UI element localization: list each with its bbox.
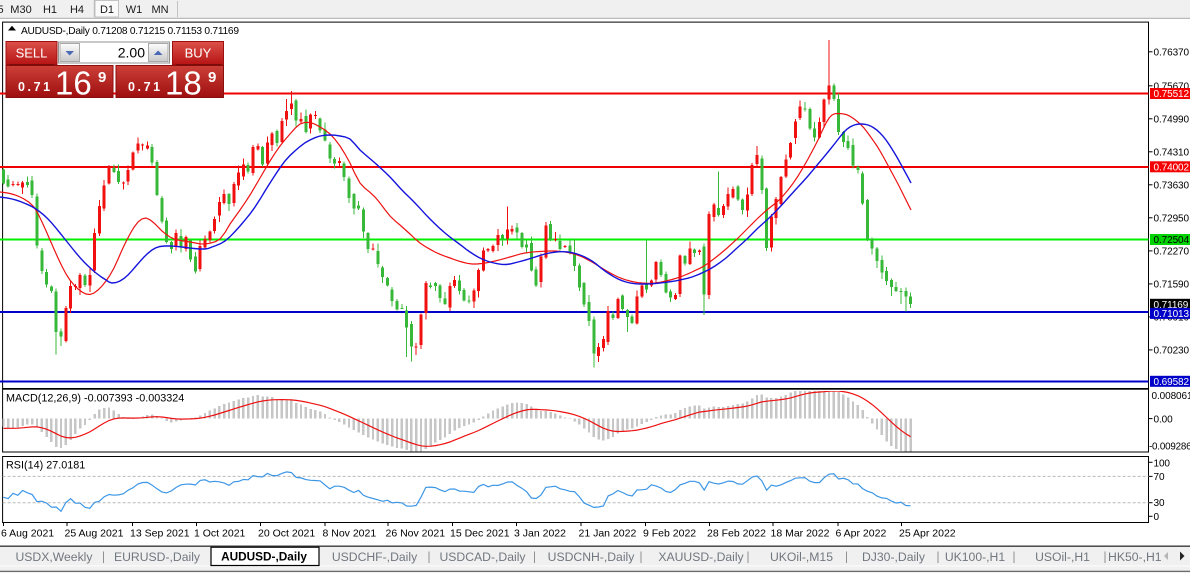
svg-text:9 Feb 2022: 9 Feb 2022 [643, 528, 696, 540]
svg-text:0.74310: 0.74310 [1154, 147, 1190, 158]
svg-text:BUY: BUY [185, 46, 212, 61]
svg-text:|: | [102, 552, 105, 564]
svg-text:0.76370: 0.76370 [1154, 47, 1190, 58]
svg-text:USDX,Weekly: USDX,Weekly [16, 550, 94, 564]
svg-text:0.69582: 0.69582 [1154, 377, 1190, 388]
svg-text:3 Jan 2022: 3 Jan 2022 [514, 528, 566, 540]
svg-text:0.71590: 0.71590 [1154, 279, 1190, 290]
svg-text:6 Apr 2022: 6 Apr 2022 [836, 528, 887, 540]
svg-text:D1: D1 [100, 4, 114, 16]
svg-text:|: | [640, 552, 643, 564]
svg-text:30: 30 [1154, 498, 1165, 509]
svg-text:RSI(14) 27.0181: RSI(14) 27.0181 [6, 460, 85, 472]
svg-text:0.75512: 0.75512 [1154, 89, 1190, 100]
svg-text:70: 70 [1154, 472, 1165, 483]
svg-text:0.74990: 0.74990 [1154, 114, 1190, 125]
svg-text:USDCNH-,Daily: USDCNH-,Daily [548, 550, 636, 564]
svg-text:16: 16 [55, 65, 92, 102]
svg-text:|: | [428, 552, 431, 564]
svg-text:20 Oct 2021: 20 Oct 2021 [258, 528, 315, 540]
svg-text:|: | [1013, 552, 1016, 564]
svg-text:0.72270: 0.72270 [1154, 246, 1190, 257]
svg-text:18 Mar 2022: 18 Mar 2022 [771, 528, 830, 540]
svg-text:0.71: 0.71 [18, 80, 53, 94]
svg-text:USDCAD-,Daily: USDCAD-,Daily [440, 550, 527, 564]
svg-text:H1: H1 [43, 4, 57, 16]
svg-text:0.75670: 0.75670 [1154, 81, 1190, 92]
svg-text:100: 100 [1154, 459, 1171, 470]
svg-text:MACD(12,26,9) -0.007393 -0.003: MACD(12,26,9) -0.007393 -0.003324 [6, 393, 184, 405]
svg-text:2.00: 2.00 [118, 45, 145, 61]
svg-text:1 Oct 2021: 1 Oct 2021 [194, 528, 246, 540]
svg-text:0.70230: 0.70230 [1154, 345, 1190, 356]
svg-text:|: | [533, 552, 536, 564]
svg-text:0.71013: 0.71013 [1154, 309, 1190, 320]
svg-text:0.74002: 0.74002 [1154, 162, 1190, 173]
svg-text:AUDUSD-,Daily: AUDUSD-,Daily [221, 550, 307, 564]
svg-text:AUDUSD-,Daily 0.71208 0.71215: AUDUSD-,Daily 0.71208 0.71215 0.71153 0.… [21, 26, 239, 37]
svg-text:25 Aug 2021: 25 Aug 2021 [65, 528, 124, 540]
svg-text:13 Sep 2021: 13 Sep 2021 [130, 528, 190, 540]
svg-text:21 Jan 2022: 21 Jan 2022 [579, 528, 637, 540]
svg-text:0.72950: 0.72950 [1154, 213, 1190, 224]
svg-text:0.008061: 0.008061 [1152, 391, 1190, 402]
svg-text:W1: W1 [126, 4, 143, 16]
svg-text:HK50-,H1: HK50-,H1 [1108, 550, 1162, 564]
svg-text:-0.009286: -0.009286 [1149, 442, 1190, 453]
svg-text:28 Feb 2022: 28 Feb 2022 [707, 528, 766, 540]
svg-text:USDCHF-,Daily: USDCHF-,Daily [332, 550, 418, 564]
svg-text:SELL: SELL [16, 46, 48, 61]
svg-text:H4: H4 [70, 4, 84, 16]
svg-text:M30: M30 [10, 4, 31, 16]
svg-text:9: 9 [98, 69, 106, 86]
svg-text:|: | [1104, 552, 1107, 564]
svg-text:6 Aug 2021: 6 Aug 2021 [1, 528, 54, 540]
svg-text:UKOil-,M15: UKOil-,M15 [770, 550, 833, 564]
svg-text:0.71169: 0.71169 [1154, 300, 1189, 311]
svg-text:|: | [937, 552, 940, 564]
svg-text:26 Nov 2021: 26 Nov 2021 [386, 528, 446, 540]
svg-text:0.73630: 0.73630 [1154, 180, 1190, 191]
svg-text:MN: MN [151, 4, 168, 16]
svg-text:9: 9 [208, 69, 216, 86]
svg-text:25 Apr 2022: 25 Apr 2022 [899, 528, 956, 540]
svg-text:USOil-,H1: USOil-,H1 [1035, 550, 1090, 564]
svg-text:EURUSD-,Daily: EURUSD-,Daily [114, 550, 201, 564]
svg-text:|: | [747, 552, 750, 564]
svg-text:15 Dec 2021: 15 Dec 2021 [450, 528, 510, 540]
svg-text:UK100-,H1: UK100-,H1 [945, 550, 1006, 564]
svg-text:0.71: 0.71 [128, 80, 163, 94]
svg-text:DJ30-,Daily: DJ30-,Daily [862, 550, 926, 564]
svg-text:0: 0 [1154, 512, 1160, 523]
svg-text:0.72504: 0.72504 [1154, 235, 1190, 246]
svg-text:M5: M5 [0, 4, 4, 16]
svg-text:XAUUSD-,Daily: XAUUSD-,Daily [658, 550, 744, 564]
svg-text:0.00: 0.00 [1154, 414, 1174, 425]
svg-text:|: | [845, 552, 848, 564]
svg-text:8 Nov 2021: 8 Nov 2021 [323, 528, 377, 540]
svg-text:18: 18 [165, 65, 202, 102]
